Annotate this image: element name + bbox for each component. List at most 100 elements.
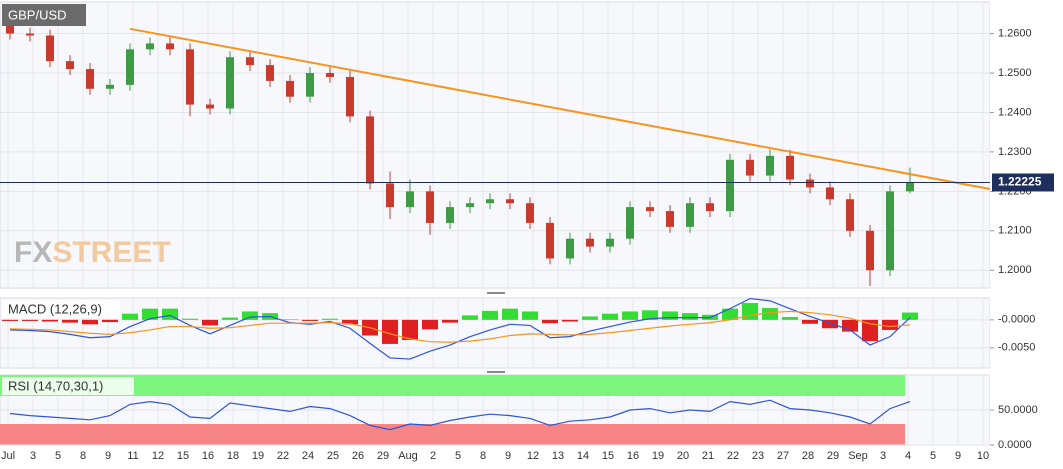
x-tick-label: 12	[152, 450, 164, 462]
indicator-label: RSI (14,70,30,1)	[8, 378, 103, 393]
x-tick-label: 14	[577, 450, 589, 462]
y-tick-label: 1.2100	[998, 225, 1032, 237]
histogram-bar	[142, 308, 158, 320]
candle-body	[106, 84, 114, 89]
indicator-label-bg	[2, 300, 120, 318]
indicator-line	[9, 297, 911, 360]
candle-body	[906, 182, 914, 192]
x-tick-label: 5	[55, 450, 61, 462]
candle-body	[486, 199, 494, 204]
x-tick-label: 23	[752, 450, 764, 462]
watermark: FXSTREET	[14, 236, 171, 269]
candle-body	[346, 76, 354, 117]
histogram-bar	[242, 311, 258, 320]
x-tick-label: 16	[627, 450, 639, 462]
candle-body	[46, 35, 54, 62]
x-tick-label: 19	[252, 450, 264, 462]
histogram-bar	[822, 319, 838, 329]
indicator-label: MACD (12,26,9)	[8, 301, 102, 316]
candle-body	[546, 222, 554, 259]
histogram-bar	[502, 308, 518, 320]
x-tick-label: 5	[930, 450, 936, 462]
x-tick-label: 15	[177, 450, 189, 462]
histogram-bar	[882, 319, 898, 330]
histogram-bar	[62, 319, 78, 323]
x-tick-label: 5	[455, 450, 461, 462]
x-tick-label: 8	[80, 450, 86, 462]
histogram-bar	[482, 310, 498, 320]
histogram-bar	[162, 308, 178, 320]
x-tick-label: 10	[977, 450, 989, 462]
histogram-bar	[202, 319, 218, 326]
x-tick-label: 21	[702, 450, 714, 462]
histogram-bar	[522, 311, 538, 320]
candle-body	[886, 191, 894, 271]
candle-body	[506, 199, 514, 204]
lower-band	[0, 424, 905, 445]
y-tick-label: 0.0000	[998, 439, 1032, 451]
x-tick-label: 3	[880, 450, 886, 462]
panel-bg	[0, 297, 991, 369]
x-tick-label: 9	[955, 450, 961, 462]
y-tick-label: 50.0000	[998, 404, 1038, 416]
candle-body	[266, 65, 274, 81]
x-tick-label: 28	[802, 450, 814, 462]
x-tick-label: 27	[777, 450, 789, 462]
y-tick-label: 1.2600	[998, 27, 1032, 39]
histogram-bar	[582, 316, 598, 320]
x-tick-label: 22	[727, 450, 739, 462]
candle-body	[746, 159, 754, 176]
last-price-box	[992, 173, 1054, 192]
candle-body	[766, 155, 774, 176]
histogram-bar	[82, 319, 98, 325]
histogram-bar	[762, 308, 778, 320]
candle-body	[586, 238, 594, 247]
candle-body	[606, 238, 614, 247]
x-tick-label: 25	[327, 450, 339, 462]
histogram-bar	[462, 315, 478, 320]
candle-body	[526, 203, 534, 223]
x-tick-label: 15	[602, 450, 614, 462]
histogram-bar	[382, 319, 398, 344]
histogram-bar	[182, 318, 198, 320]
histogram-bar	[802, 319, 818, 324]
histogram-bar	[622, 311, 638, 320]
candle-body	[466, 203, 474, 208]
x-tick-label: 4	[905, 450, 911, 462]
candle-body	[126, 49, 134, 85]
y-tick-label: 1.2400	[998, 106, 1032, 118]
x-tick-label: 20	[677, 450, 689, 462]
y-tick-label: 1.2300	[998, 146, 1032, 158]
title-bg	[2, 4, 86, 26]
histogram-bar	[322, 318, 338, 320]
y-tick-label: 1.2500	[998, 67, 1032, 79]
histogram-bar	[902, 312, 918, 320]
histogram-bar	[42, 319, 58, 322]
candle-body	[686, 203, 694, 227]
candle-body	[306, 73, 314, 97]
candle-body	[186, 49, 194, 105]
histogram-bar	[22, 319, 38, 321]
chart-title: GBP/USD	[8, 7, 67, 22]
histogram-bar	[542, 319, 558, 324]
x-tick-label: 9	[105, 450, 111, 462]
histogram-bar	[102, 319, 118, 323]
x-tick-label: Sep	[848, 450, 868, 462]
histogram-bar	[562, 319, 578, 322]
histogram-bar	[682, 313, 698, 320]
last-price-label: 1.22225	[998, 175, 1042, 189]
histogram-bar	[122, 313, 138, 320]
candle-body	[86, 69, 94, 89]
candle-body	[446, 207, 454, 223]
histogram-bar	[662, 311, 678, 320]
histogram-bar	[602, 313, 618, 320]
panel-bg	[0, 1, 991, 289]
candle-body	[386, 183, 394, 208]
histogram-bar	[442, 319, 458, 323]
x-tick-label: Jul	[1, 450, 15, 462]
x-tick-label: 29	[827, 450, 839, 462]
y-tick-label: 1.2000	[998, 264, 1032, 276]
candle-body	[166, 43, 174, 50]
candle-body	[146, 43, 154, 50]
